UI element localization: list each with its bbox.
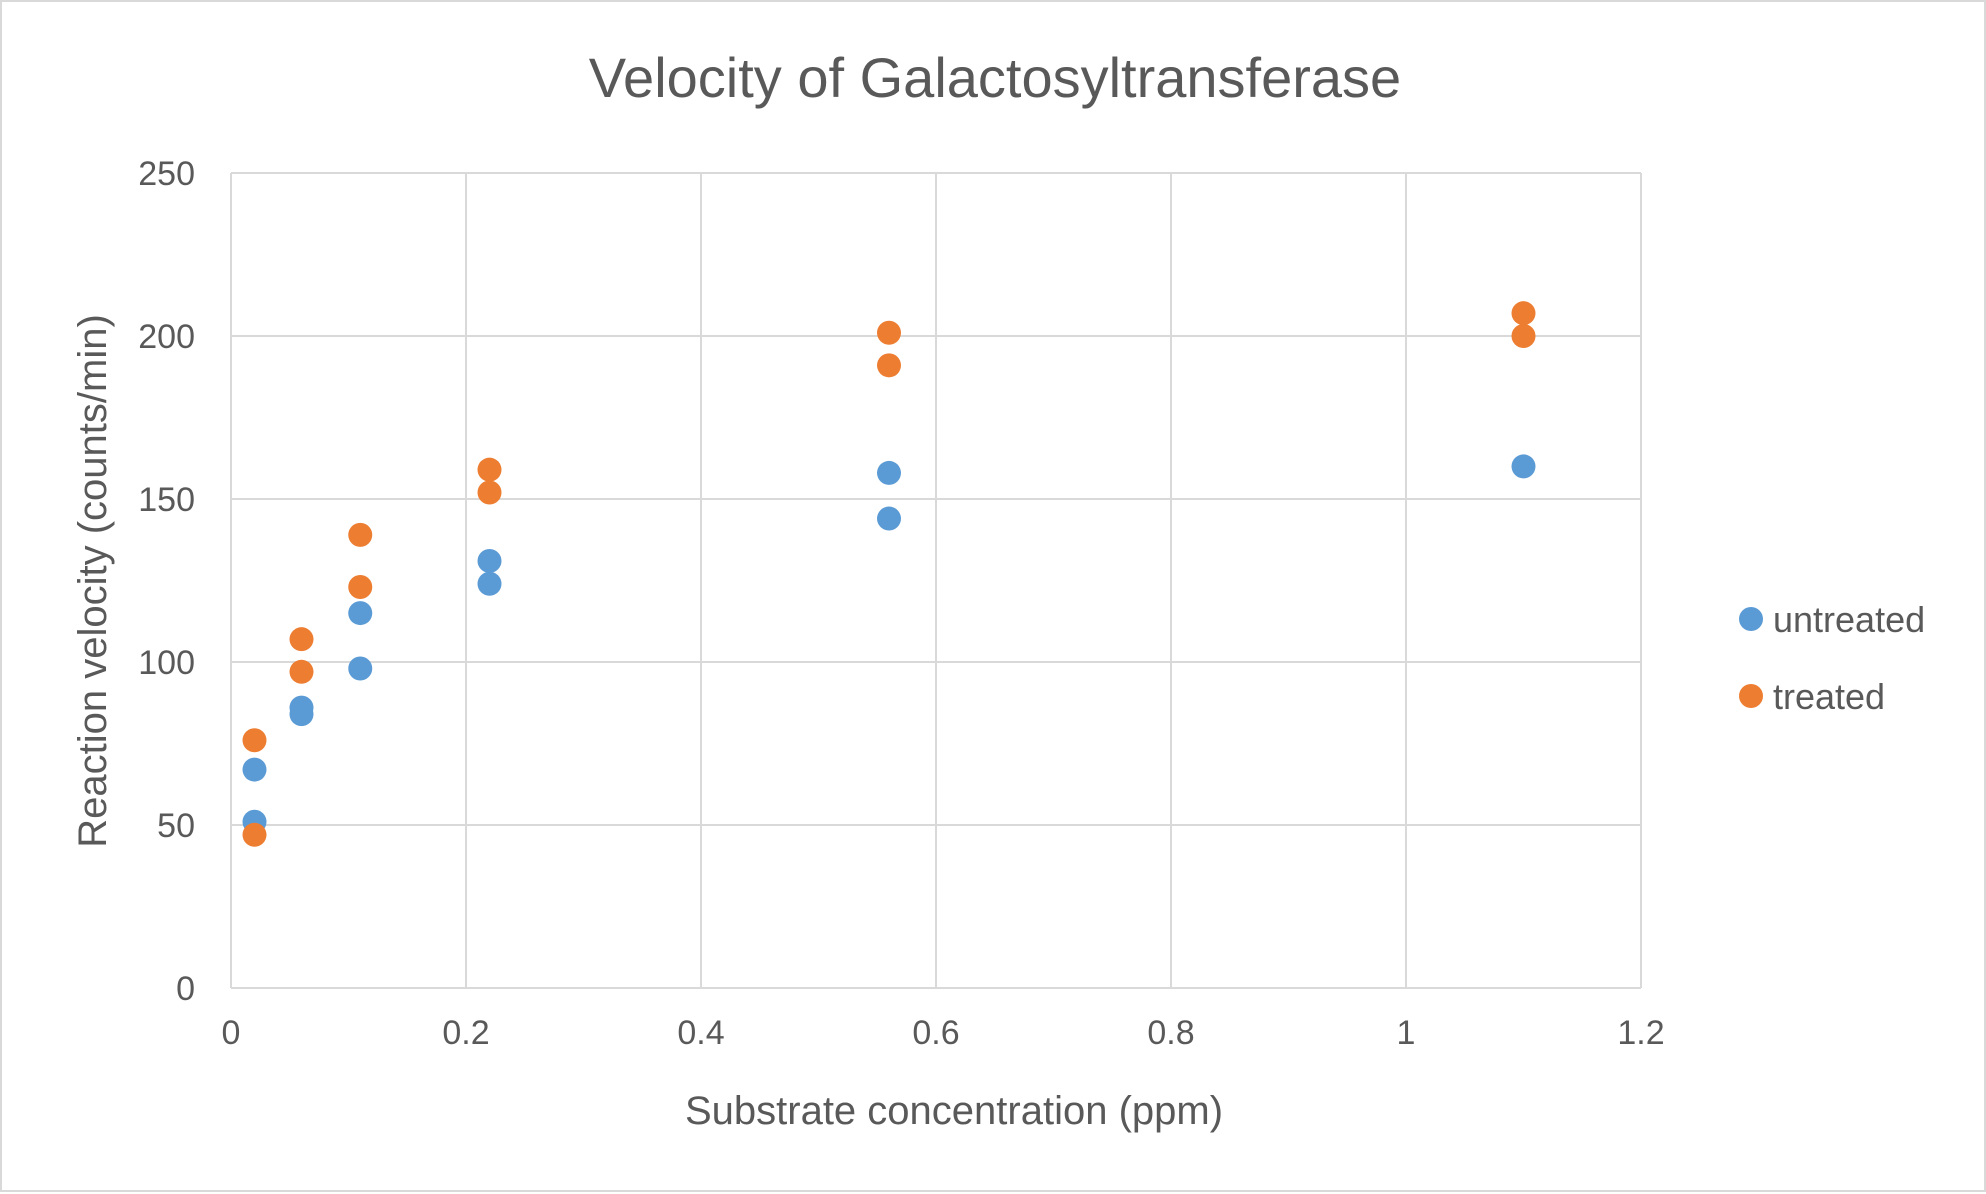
treated-point (348, 575, 373, 600)
y-tick-label: 0 (176, 970, 195, 1008)
legend-marker-untreated (1739, 607, 1763, 631)
treated-point (477, 480, 502, 505)
x-tick-label: 0.6 (912, 1014, 959, 1052)
gridlines (230, 172, 1642, 989)
untreated-point (1511, 454, 1536, 479)
treated-point (289, 627, 314, 652)
x-tick-label: 0.2 (442, 1014, 489, 1052)
legend-marker-treated (1739, 684, 1763, 708)
x-tick-label: 1.2 (1617, 1014, 1664, 1052)
x-tick-label: 0.8 (1147, 1014, 1194, 1052)
untreated-point (289, 702, 314, 727)
untreated-point (242, 757, 267, 782)
untreated-point (477, 571, 502, 596)
treated-point (242, 822, 267, 847)
y-tick-label: 100 (138, 644, 195, 682)
legend-label-untreated: untreated (1773, 599, 1925, 640)
x-tick-label: 1 (1397, 1014, 1416, 1052)
treated-point (1511, 301, 1536, 326)
chart-title: Velocity of Galactosyltransferase (589, 46, 1401, 109)
x-tick-label: 0 (222, 1014, 241, 1052)
treated-point (1511, 324, 1536, 348)
untreated-point (877, 460, 901, 485)
tick-labels: 0 0.2 0.4 0.6 0.8 1 1.2 0 50 100 150 200 250 (138, 155, 1664, 1052)
x-tick-label: 0.4 (677, 1014, 724, 1052)
untreated-point (877, 506, 901, 531)
treated-point (348, 522, 373, 547)
y-axis-title: Reaction velocity (counts/min) (71, 314, 115, 848)
y-tick-label: 200 (138, 318, 195, 356)
treated-point (242, 728, 267, 753)
treated-point (877, 353, 901, 378)
untreated-point (348, 601, 373, 626)
y-tick-label: 50 (157, 807, 195, 845)
legend: untreated treated (1739, 599, 1925, 717)
data-points (242, 301, 1536, 847)
y-tick-label: 250 (138, 155, 195, 193)
treated-point (477, 457, 502, 482)
treated-point (877, 320, 901, 345)
y-tick-label: 150 (138, 481, 195, 519)
treated-point (289, 659, 314, 684)
legend-label-treated: treated (1773, 676, 1885, 717)
x-axis-title: Substrate concentration (ppm) (685, 1089, 1223, 1133)
untreated-point (477, 548, 502, 573)
untreated-point (348, 656, 373, 681)
